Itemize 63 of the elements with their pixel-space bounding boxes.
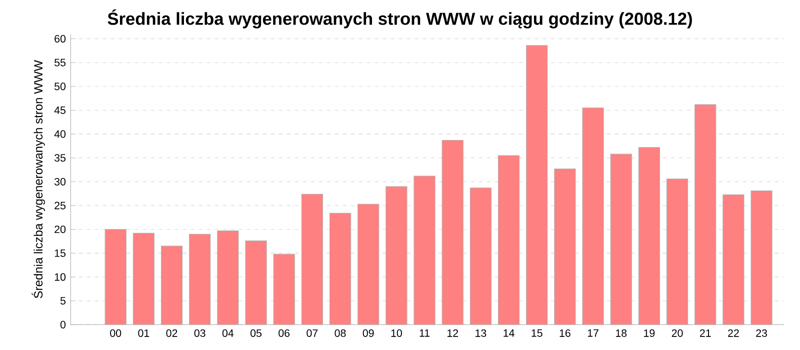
y-tick-label: 35 [54,154,66,162]
y-tick-label: 25 [54,202,66,210]
bar [273,254,295,325]
x-tick-label: 06 [278,329,290,337]
x-tick-label: 01 [138,329,150,337]
y-tick-label: 30 [54,178,66,186]
x-tick-label: 11 [420,329,430,337]
x-tick-label: 16 [560,329,570,337]
x-tick-label: 13 [476,329,486,337]
bar [104,229,126,325]
x-tick-label: 18 [616,329,627,337]
bar [160,246,183,325]
bar [132,232,154,325]
y-tick-label: 40 [54,130,66,138]
bar [526,45,548,325]
bar [694,104,716,325]
x-tick-label: 21 [700,329,711,337]
x-tick-label: 03 [194,329,206,337]
y-tick-label: 20 [54,226,66,234]
bar [245,240,267,325]
x-tick-label: 12 [447,329,458,337]
bar [554,168,576,325]
y-tick-label: 5 [60,297,66,305]
x-tick-label: 00 [110,329,122,337]
y-tick-label: 10 [54,273,66,281]
x-tick-label: 05 [250,329,262,337]
x-tick-label: 15 [532,329,542,337]
bar [358,204,380,325]
y-tick-label: 15 [54,249,66,257]
bar [610,154,632,325]
x-tick-label: 19 [644,329,655,337]
bar [666,178,688,325]
x-tick-label: 17 [588,329,598,337]
x-tick-label: 09 [362,329,374,337]
x-tick-label: 08 [334,329,346,337]
bar [442,140,464,325]
bar [638,147,660,325]
y-tick-label: 45 [54,106,66,114]
bar [414,176,436,325]
x-tick-label: 22 [728,329,739,337]
y-tick-label: 55 [54,58,66,66]
bar [386,186,408,325]
y-tick-label: 60 [54,34,66,43]
bar [722,194,744,325]
bar [301,194,323,325]
x-tick-label: 14 [504,329,514,337]
bar [329,212,352,325]
x-tick-label: 20 [672,329,683,337]
bar [470,188,492,325]
y-axis-title: Średnia liczba wygenerowanych stron WWW [32,60,45,298]
x-tick-label: 23 [756,329,767,337]
bar [217,230,239,325]
chart-title: Średnia liczba wygenerowanych stron WWW w ciągu godziny (2008.12) [108,9,692,28]
bar [750,190,772,325]
bar [189,234,211,325]
x-tick-label: 02 [166,329,178,337]
x-tick-label: 04 [222,329,234,337]
x-tick-label: 10 [391,329,402,337]
bar [582,108,604,325]
y-tick-label: 50 [54,82,66,90]
y-tick-label: 0 [60,320,66,328]
bar [498,155,520,325]
x-tick-label: 07 [306,329,318,337]
